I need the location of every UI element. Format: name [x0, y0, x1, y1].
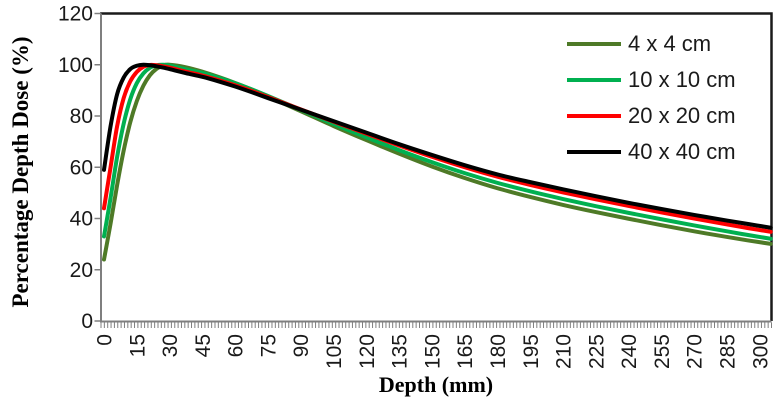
- legend-item: 10 x 10 cm: [567, 62, 736, 98]
- legend: 4 x 4 cm 10 x 10 cm 20 x 20 cm 40 x 40 c…: [567, 26, 736, 170]
- x-tick-label: 75: [257, 334, 280, 357]
- x-tick-label: 30: [159, 334, 182, 357]
- x-tick-label: 165: [454, 334, 477, 369]
- x-tick-label: 240: [618, 334, 641, 369]
- legend-item: 4 x 4 cm: [567, 26, 736, 62]
- legend-item: 40 x 40 cm: [567, 134, 736, 170]
- x-tick-label: 150: [421, 334, 444, 369]
- y-tick-label: 100: [58, 54, 93, 77]
- y-tick-label: 80: [70, 105, 93, 128]
- x-tick-label: 120: [356, 334, 379, 369]
- legend-swatch: [567, 78, 621, 82]
- x-tick-label: 195: [520, 334, 543, 369]
- legend-swatch: [567, 42, 621, 46]
- x-tick-label: 135: [389, 334, 412, 369]
- y-tick-label: 120: [58, 3, 93, 26]
- x-tick-label: 225: [585, 334, 608, 369]
- y-tick-label: 40: [70, 208, 93, 231]
- x-tick-label: 105: [323, 334, 346, 369]
- legend-label: 10 x 10 cm: [628, 67, 736, 92]
- legend-label: 20 x 20 cm: [628, 103, 736, 128]
- y-tick-label: 20: [70, 259, 93, 282]
- x-tick-label: 60: [225, 334, 248, 357]
- x-tick-label: 255: [651, 334, 674, 369]
- x-tick-label: 0: [94, 334, 117, 346]
- x-tick-label: 90: [290, 334, 313, 357]
- x-tick-label: 180: [487, 334, 510, 369]
- x-tick-label: 45: [192, 334, 215, 357]
- x-tick-label: 270: [684, 334, 707, 369]
- series-curve-40x40cm: [102, 62, 773, 230]
- x-tick-label: 210: [553, 334, 576, 369]
- y-tick-label: 60: [70, 156, 93, 179]
- legend-swatch: [567, 114, 621, 118]
- legend-label: 4 x 4 cm: [628, 31, 712, 56]
- x-tick-label: 15: [126, 334, 149, 357]
- legend-swatch: [567, 150, 621, 154]
- legend-label: 40 x 40 cm: [628, 139, 736, 164]
- x-axis-title: Depth (mm): [378, 372, 494, 397]
- plot-frame: [100, 12, 773, 321]
- legend-item: 20 x 20 cm: [567, 98, 736, 134]
- y-tick-label: 0: [81, 310, 93, 333]
- x-tick-label: 285: [716, 334, 739, 369]
- x-tick-label: 300: [749, 334, 772, 369]
- y-axis-title: Percentage Depth Dose (%): [8, 36, 33, 308]
